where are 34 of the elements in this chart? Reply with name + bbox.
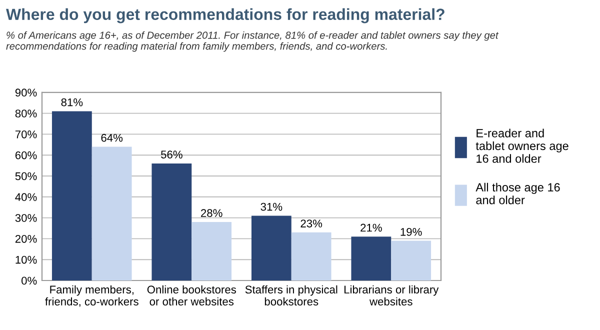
legend-label: E-reader and tablet owners age 16 and older bbox=[476, 128, 568, 163]
y-tick-label: 80% bbox=[15, 110, 37, 118]
chart-title: Where do you get recommendations for reading material? bbox=[6, 8, 444, 24]
data-label: 21% bbox=[360, 224, 382, 232]
data-label: 19% bbox=[400, 228, 422, 236]
y-tick-label: 60% bbox=[15, 151, 37, 160]
bar bbox=[251, 216, 292, 280]
data-label: 56% bbox=[161, 150, 182, 158]
y-tick-label: 40% bbox=[15, 193, 37, 202]
data-label: 64% bbox=[101, 134, 123, 142]
x-tick-label: Librarians or library websites bbox=[344, 285, 439, 306]
y-tick-label: 20% bbox=[15, 234, 37, 243]
bar bbox=[391, 240, 432, 280]
bar bbox=[192, 222, 232, 280]
y-tick-label: 90% bbox=[15, 88, 37, 97]
y-tick-label: 0% bbox=[22, 276, 37, 285]
x-tick-label: Online bookstores or other websites bbox=[147, 285, 236, 306]
bar bbox=[92, 146, 132, 280]
data-label: 31% bbox=[260, 202, 282, 211]
data-label: 81% bbox=[61, 98, 83, 106]
bar bbox=[52, 111, 92, 280]
x-tick-label: Staffers in physical bookstores bbox=[245, 285, 338, 306]
x-tick-label: Family members, friends, co-workers bbox=[45, 285, 138, 307]
bar bbox=[152, 163, 192, 280]
bar bbox=[351, 236, 392, 280]
y-tick-label: 30% bbox=[15, 214, 37, 222]
bar bbox=[291, 232, 332, 280]
y-tick-label: 50% bbox=[15, 172, 37, 180]
legend-label: All those age 16 and older bbox=[476, 182, 560, 204]
data-label: 23% bbox=[300, 220, 322, 228]
y-tick-label: 70% bbox=[15, 130, 37, 138]
data-label: 28% bbox=[201, 209, 222, 218]
chart-subtitle: % of Americans age 16+, as of December 2011. For instance, 81% of e-reader and tablet owners say they get recommendations for reading material from family members, friends, and co-workers. bbox=[6, 31, 499, 52]
y-tick-label: 10% bbox=[16, 256, 37, 264]
